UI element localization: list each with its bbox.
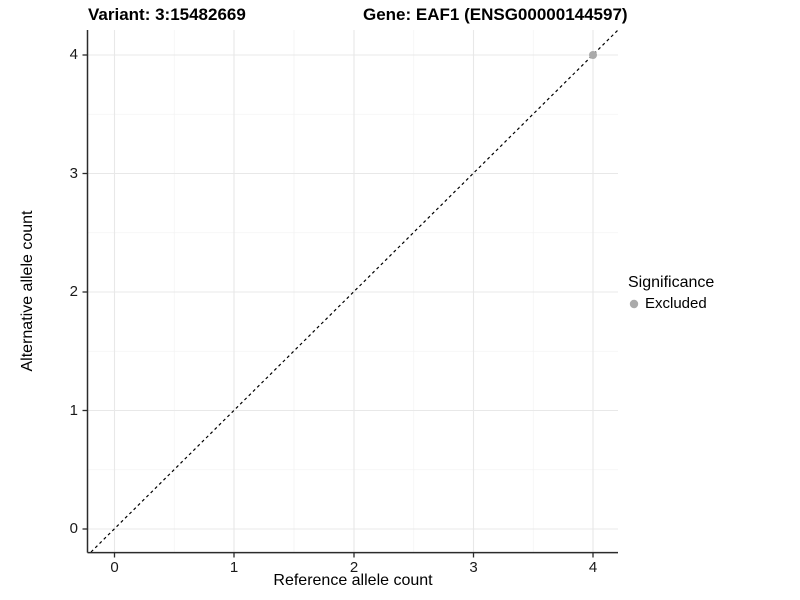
y-tick-label: 2 [69, 283, 78, 300]
legend-item-label: Excluded [645, 295, 707, 312]
legend-point-swatch [629, 299, 639, 309]
identity-reference-line [90, 29, 619, 553]
plot-title-gene: Gene: EAF1 (ENSG00000144597) [363, 5, 628, 24]
y-axis-title: Alternative allele count [19, 210, 36, 372]
x-tick-label: 4 [588, 559, 598, 576]
y-tick-label: 1 [69, 401, 78, 419]
y-tick-label: 0 [69, 520, 78, 537]
legend-point-icon [629, 299, 639, 309]
x-axis-title: Reference allele count [273, 572, 433, 589]
legend: Significance Excluded [628, 273, 714, 313]
x-tick-label: 1 [229, 559, 239, 576]
plot-title-variant: Variant: 3:15482669 [88, 5, 246, 24]
x-tick-label: 0 [110, 559, 119, 576]
data-point-excluded [589, 51, 597, 59]
x-tick-label: 2 [349, 559, 359, 576]
axis-lines [86, 30, 618, 554]
minor-gridlines [88, 30, 618, 552]
tick-marks [82, 54, 594, 558]
y-tick-label: 4 [69, 46, 78, 63]
major-gridlines [88, 30, 618, 552]
legend-title: Significance [628, 274, 715, 291]
legend-item-excluded: Excluded [628, 295, 714, 313]
x-tick-label: 3 [469, 559, 478, 576]
y-tick-label: 3 [69, 164, 78, 182]
